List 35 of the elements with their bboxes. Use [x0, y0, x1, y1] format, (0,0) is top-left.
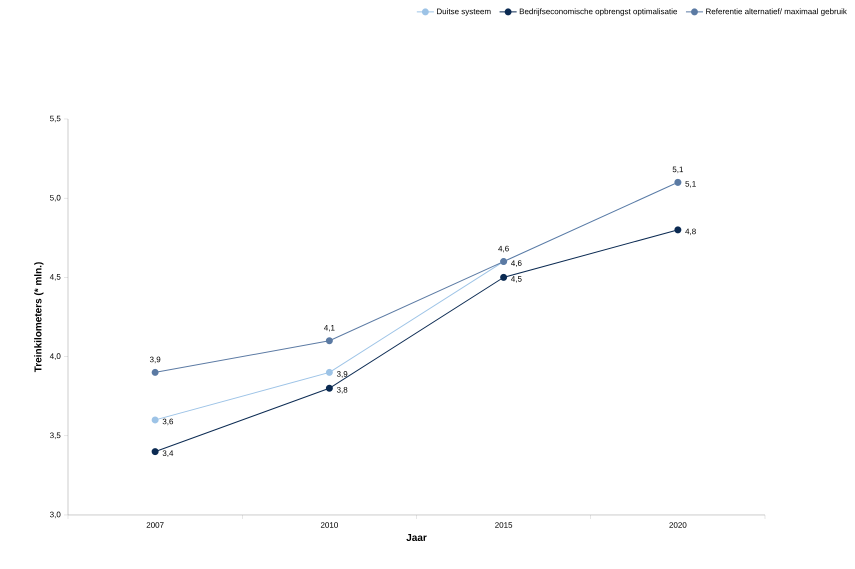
x-tick-label: 2015: [495, 522, 512, 528]
x-tick-label: 2020: [669, 522, 686, 528]
y-tick-label: 4,0: [50, 353, 60, 360]
point: [152, 416, 159, 424]
data-label: 3,6: [162, 418, 174, 426]
point: [326, 384, 333, 392]
point: [152, 368, 159, 376]
y-tick-label: 3,0: [50, 512, 60, 518]
point: [326, 337, 333, 344]
data-label: 3,9: [336, 371, 348, 378]
data-label: 4,6: [511, 260, 522, 267]
data-label: 4,8: [685, 228, 696, 236]
y-tick-label: 3,5: [50, 432, 60, 440]
data-label: 3,4: [162, 450, 174, 457]
data-label: 3,9: [150, 356, 160, 364]
data-label: 5,1: [685, 181, 696, 188]
data-label: 5,1: [672, 166, 684, 174]
data-label: 4,1: [324, 325, 335, 332]
y-axis-title: Treinkilometers (* mln.): [34, 262, 44, 372]
legend-label: Duitse systeem: [437, 8, 491, 16]
legend-label: Bedrijfseconomische opbrengst optimalisatie: [520, 8, 678, 16]
point: [152, 448, 159, 456]
y-tick-label: 4,5: [50, 274, 60, 281]
data-label: 4,6: [498, 246, 509, 252]
x-axis-title: Jaar: [406, 534, 427, 542]
legend-label: Referentie alternatief/ maximaal gebruik: [706, 8, 847, 16]
point: [326, 368, 333, 376]
point: [674, 226, 682, 234]
y-tick-label: 5,0: [50, 194, 60, 202]
x-tick-label: 2007: [146, 522, 164, 528]
point: [500, 274, 508, 281]
data-label: 4,5: [511, 276, 522, 283]
data-label: 3,8: [336, 386, 348, 394]
x-tick-label: 2010: [320, 522, 338, 528]
y-tick-label: 5,5: [50, 116, 60, 122]
